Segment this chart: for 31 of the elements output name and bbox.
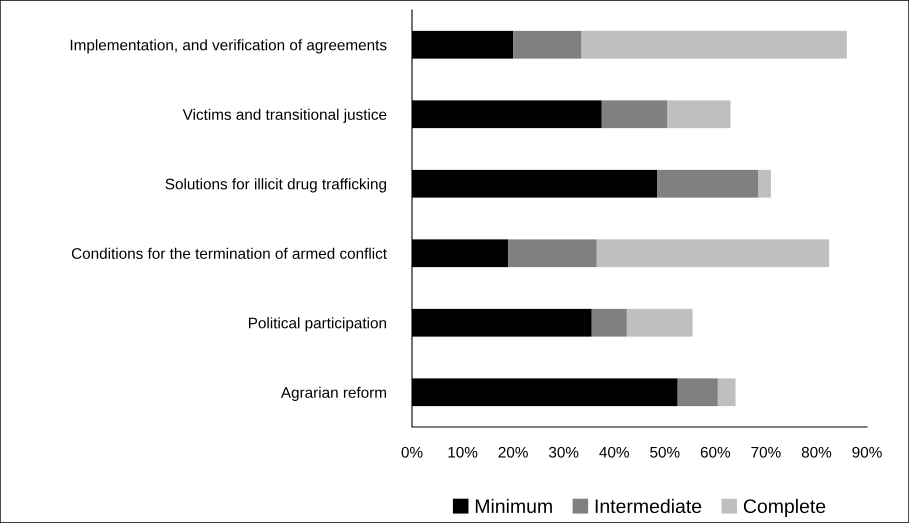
legend-label: Intermediate — [596, 498, 702, 514]
y-tick-label: Agrarian reform — [280, 386, 386, 401]
bar — [508, 239, 597, 268]
bar — [667, 100, 730, 128]
bar — [596, 239, 830, 268]
legend-label: Complete — [744, 498, 826, 517]
y-tick-label: Solutions for illicit drug trafficking — [166, 178, 386, 192]
bar — [513, 30, 582, 59]
bar — [626, 308, 693, 337]
bar — [758, 170, 771, 198]
bar — [581, 30, 847, 59]
bar — [602, 100, 668, 128]
x-tick-label: 20% — [498, 446, 528, 458]
bar — [677, 378, 718, 406]
bar — [718, 378, 736, 406]
y-tick-label: Political participation — [248, 317, 386, 332]
bar — [591, 308, 627, 337]
y-tick-label: Victims and transitional justice — [182, 108, 386, 123]
x-tick-label: 70% — [751, 446, 781, 458]
x-tick-label: 90% — [852, 446, 882, 458]
x-tick-label: 0% — [402, 446, 422, 458]
x-tick-label: 40% — [599, 446, 629, 458]
x-tick-label: 60% — [700, 446, 730, 458]
y-tick-label: Implementation, and verification of agreements — [70, 39, 386, 54]
y-tick-label: Conditions for the termination of armed conflict — [72, 248, 387, 259]
x-tick-label: 30% — [548, 446, 578, 458]
legend-label: Minimum — [476, 498, 552, 514]
x-tick-label: 10% — [448, 446, 478, 458]
x-tick-label: 80% — [802, 446, 832, 458]
x-tick-label: 50% — [650, 446, 680, 458]
bar — [657, 170, 758, 198]
